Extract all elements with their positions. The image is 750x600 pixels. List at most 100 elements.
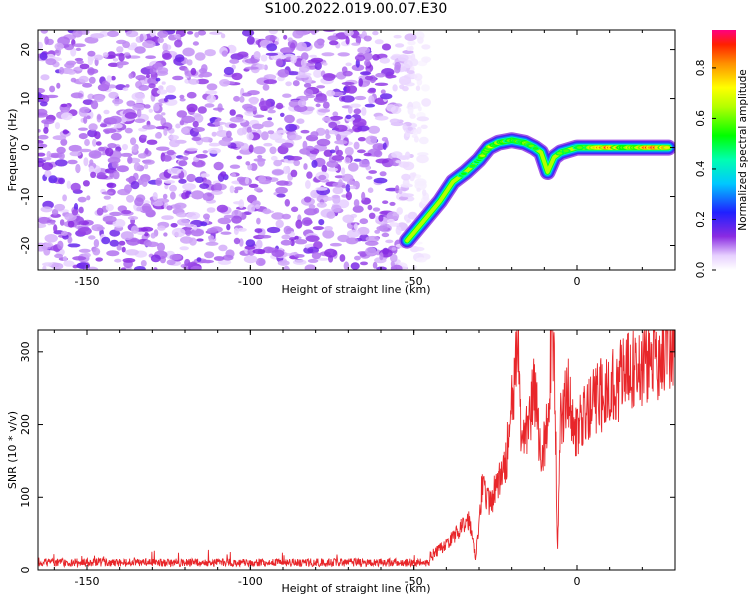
noise-cell <box>275 186 288 194</box>
noise-cell <box>226 223 231 231</box>
noise-cell <box>45 58 57 66</box>
noise-cell <box>94 95 105 102</box>
noise-cell <box>239 238 244 247</box>
noise-cell <box>53 224 58 233</box>
noise-cell <box>86 115 91 120</box>
noise-cell <box>381 232 390 238</box>
noise-cell <box>155 177 163 186</box>
noise-cell <box>376 225 389 232</box>
noise-cell <box>61 230 68 236</box>
noise-cell <box>262 208 272 215</box>
noise-cell <box>156 146 170 151</box>
noise-cell <box>283 34 288 40</box>
noise-cell <box>331 194 340 199</box>
noise-cell <box>276 193 286 198</box>
noise-cell <box>146 74 150 78</box>
noise-cell <box>360 261 368 266</box>
noise-cell <box>390 261 395 267</box>
noise-cell <box>353 141 360 150</box>
noise-cell <box>73 203 79 211</box>
noise-cell <box>67 70 76 75</box>
noise-cell <box>139 33 144 43</box>
noise-cell <box>218 139 231 147</box>
noise-cell <box>346 229 361 238</box>
noise-cell <box>274 138 287 144</box>
noise-cell <box>368 125 380 134</box>
noise-cell <box>305 145 315 151</box>
noise-cell <box>114 258 122 263</box>
noise-cell <box>144 148 149 155</box>
snr-xlabel: Height of straight line (km) <box>281 582 430 595</box>
noise-cell <box>284 199 290 207</box>
noise-cell <box>283 225 292 235</box>
noise-cell <box>87 50 96 57</box>
noise-cell <box>88 150 102 159</box>
noise-cell <box>162 42 168 52</box>
noise-cell <box>345 114 352 120</box>
noise-cell <box>395 226 402 236</box>
noise-cell <box>117 62 124 69</box>
noise-cell <box>393 34 402 39</box>
noise-cell <box>54 122 61 130</box>
noise-cell <box>46 150 52 159</box>
noise-cell <box>194 31 200 38</box>
noise-cell <box>204 103 215 108</box>
noise-cell <box>280 239 292 246</box>
noise-cell <box>229 164 241 169</box>
noise-cell <box>292 30 304 39</box>
noise-cell <box>231 72 243 81</box>
noise-cell <box>238 199 245 209</box>
noise-cell <box>177 218 190 226</box>
noise-cell <box>192 41 199 46</box>
noise-cell <box>77 227 92 236</box>
noise-cell <box>174 33 181 39</box>
noise-cell <box>99 123 108 128</box>
noise-cell <box>130 137 137 146</box>
noise-cell <box>310 57 323 63</box>
noise-cell <box>38 134 49 140</box>
noise-cell <box>190 67 197 76</box>
noise-cell <box>82 180 90 187</box>
noise-cell <box>379 252 384 261</box>
noise-cell <box>378 214 384 222</box>
noise-cell <box>109 115 122 125</box>
noise-cell <box>113 123 123 129</box>
noise-cell <box>252 248 266 255</box>
noise-cell <box>311 252 321 260</box>
noise-cell <box>313 69 323 78</box>
noise-cell <box>296 74 310 78</box>
noise-cell <box>365 246 377 256</box>
noise-cell <box>143 164 149 170</box>
noise-cell <box>116 39 127 45</box>
noise-cell <box>318 174 327 181</box>
noise-cell <box>277 260 290 266</box>
noise-cell <box>192 127 205 132</box>
noise-cell <box>101 236 111 245</box>
noise-cell <box>79 63 90 70</box>
noise-cell <box>88 76 96 84</box>
noise-cell <box>421 98 431 107</box>
noise-cell <box>288 156 303 161</box>
noise-cell <box>297 99 307 107</box>
noise-cell <box>127 216 139 220</box>
noise-cell <box>201 136 213 143</box>
noise-cell <box>364 75 374 81</box>
noise-cell <box>337 52 350 57</box>
noise-cell <box>380 93 393 100</box>
noise-cell <box>112 58 119 62</box>
noise-cell <box>329 40 339 46</box>
noise-cell <box>327 167 339 172</box>
noise-cell <box>221 50 228 57</box>
noise-cell <box>185 229 192 236</box>
noise-cell <box>422 189 427 197</box>
noise-cell <box>255 257 266 267</box>
noise-cell <box>184 67 189 74</box>
noise-cell <box>338 199 350 209</box>
noise-cell <box>108 91 119 99</box>
noise-cell <box>246 36 255 45</box>
noise-cell <box>341 184 347 189</box>
noise-cell <box>72 256 87 261</box>
noise-cell <box>358 78 364 87</box>
